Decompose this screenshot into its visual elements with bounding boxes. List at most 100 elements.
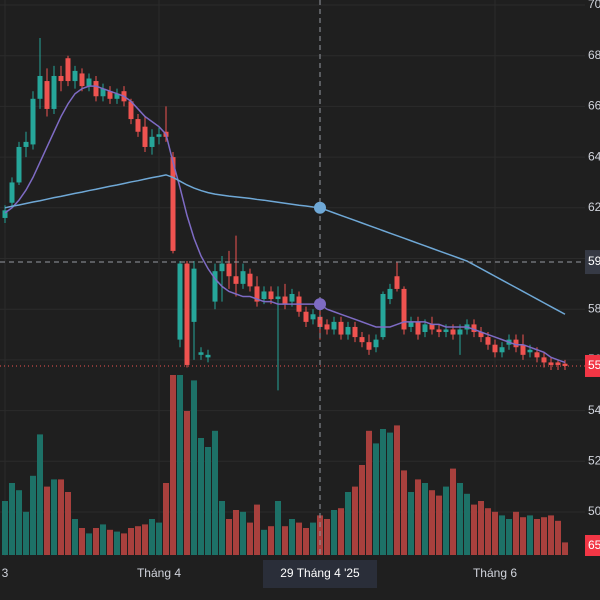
candle-body xyxy=(107,91,113,99)
volume-layer xyxy=(2,375,568,555)
candle-body xyxy=(443,329,449,333)
candle-body xyxy=(331,321,337,330)
grid xyxy=(0,0,585,556)
volume-bar xyxy=(121,533,127,555)
volume-bar xyxy=(37,434,43,555)
candle-body xyxy=(240,271,246,284)
candle-body xyxy=(219,263,225,272)
candle-body xyxy=(226,263,232,277)
volume-bar xyxy=(485,508,491,555)
candle-body xyxy=(317,316,323,327)
candle-body xyxy=(191,268,197,322)
volume-bar xyxy=(226,519,232,555)
volume-bar xyxy=(247,522,253,555)
volume-bar xyxy=(163,483,169,555)
volume-bar xyxy=(100,524,106,555)
volume-bar xyxy=(268,526,274,555)
candle-body xyxy=(485,337,491,345)
candle-body xyxy=(380,293,386,338)
volume-bar xyxy=(289,519,295,555)
y-tick-label: 52 xyxy=(588,453,600,467)
volume-bar xyxy=(219,501,225,555)
volume-bar xyxy=(492,511,498,555)
volume-bar xyxy=(352,486,358,555)
volume-bar xyxy=(205,447,211,555)
volume-bar xyxy=(261,529,267,555)
candle-body xyxy=(282,296,288,305)
volume-bar xyxy=(170,375,176,555)
candle-body xyxy=(177,263,183,340)
y-tick-label: 50 xyxy=(588,504,600,518)
candle-body xyxy=(100,88,106,97)
volume-bar xyxy=(338,508,344,555)
candle-body xyxy=(289,293,295,302)
volume-bar xyxy=(72,519,78,555)
candle-body xyxy=(93,81,99,97)
volume-bar xyxy=(310,522,316,555)
volume-bar xyxy=(254,504,260,555)
volume-bar xyxy=(58,479,64,555)
candle-body xyxy=(478,332,484,338)
candle-body xyxy=(450,329,456,335)
volume-bar xyxy=(464,493,470,555)
ma-layer xyxy=(4,85,566,364)
volume-bar xyxy=(366,430,372,555)
candle-body xyxy=(2,210,8,218)
candle-body xyxy=(471,324,477,333)
volume-bar xyxy=(114,531,120,555)
volume-bar xyxy=(107,529,113,555)
volume-bar xyxy=(422,483,428,555)
candle-body xyxy=(198,352,204,355)
candle-body xyxy=(352,326,358,338)
candle-body xyxy=(520,344,526,355)
volume-bar xyxy=(429,490,435,555)
candle-body xyxy=(534,352,540,358)
candle-body xyxy=(114,93,120,99)
moving-average xyxy=(4,85,566,364)
volume-bar xyxy=(93,528,99,555)
volume-bar xyxy=(240,511,246,555)
candle-body xyxy=(394,276,400,289)
volume-bar xyxy=(177,375,183,555)
candle-body xyxy=(233,276,239,284)
candle-body xyxy=(548,362,554,365)
volume-label-box xyxy=(585,535,600,556)
volume-bar xyxy=(387,432,393,555)
volume-bar xyxy=(401,470,407,555)
volume-bar xyxy=(23,511,29,555)
x-tick-label: Tháng 4 xyxy=(137,566,181,580)
candle-body xyxy=(65,58,71,82)
volume-bar xyxy=(436,495,442,555)
volume-bar xyxy=(184,411,190,555)
volume-bar xyxy=(408,492,414,555)
candle-body xyxy=(30,98,36,145)
candle-body xyxy=(429,324,435,330)
candle-body xyxy=(387,288,393,300)
volume-bar xyxy=(65,492,71,555)
candle-body xyxy=(149,136,155,147)
volume-bar xyxy=(380,429,386,555)
x-tick-label: 3 xyxy=(2,566,9,580)
y-tick-label: 68 xyxy=(588,48,600,62)
last-price-box xyxy=(585,354,600,377)
volume-bar xyxy=(275,501,281,555)
candle-body xyxy=(86,78,92,87)
volume-bar xyxy=(345,492,351,555)
candle-body xyxy=(303,311,309,322)
candle-body xyxy=(562,363,568,366)
crosshair-date-label: 29 Tháng 4 '25 xyxy=(280,566,360,580)
volume-bar xyxy=(303,528,309,555)
volume-bar xyxy=(30,475,36,555)
volume-bar xyxy=(471,504,477,555)
candle-body xyxy=(170,157,176,251)
candle-body xyxy=(408,321,414,327)
volume-bar xyxy=(520,517,526,555)
volume-bar xyxy=(331,510,337,555)
volume-bar xyxy=(198,438,204,555)
candle-body xyxy=(247,273,253,287)
crosshair-dot xyxy=(314,201,326,214)
volume-bar xyxy=(562,542,568,555)
y-tick-label: 64 xyxy=(588,149,600,163)
